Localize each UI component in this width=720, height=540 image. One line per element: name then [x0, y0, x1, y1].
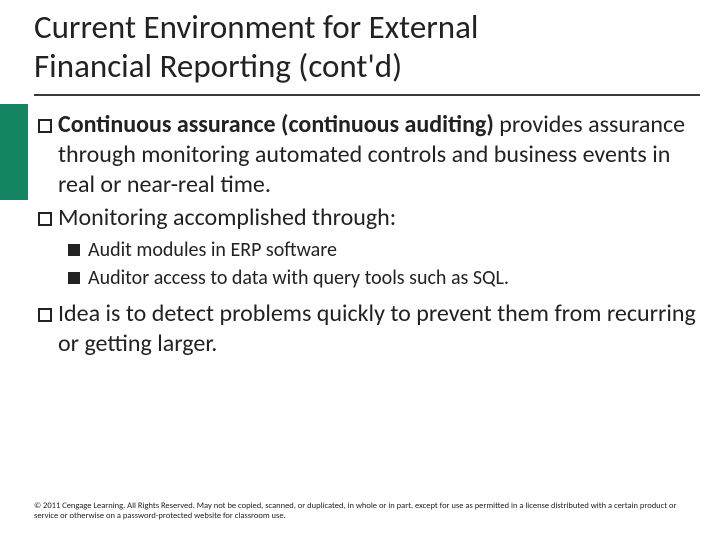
bullet-list: Continuous assurance (continuous auditin…	[38, 110, 700, 359]
slide-title: Current Environment for External Financi…	[34, 8, 700, 92]
bullet-rest: Monitoring accomplished through:	[58, 203, 396, 232]
accent-sidebar	[0, 104, 28, 200]
sub-bullet-item: Audit modules in ERP software	[68, 237, 700, 263]
sub-bullet-text: Audit modules in ERP software	[88, 237, 337, 263]
hollow-square-icon	[38, 212, 52, 226]
bullet-item: Monitoring accomplished through:	[38, 203, 700, 233]
bullet-text: Idea is to detect problems quickly to pr…	[58, 299, 700, 359]
bullet-rest: Idea is to detect problems quickly to pr…	[58, 299, 696, 358]
bullet-item: Idea is to detect problems quickly to pr…	[38, 299, 700, 359]
hollow-square-icon	[38, 119, 52, 133]
bullet-text: Continuous assurance (continuous auditin…	[58, 110, 700, 201]
title-line-2: Financial Reporting (cont'd)	[34, 46, 402, 86]
filled-square-icon	[68, 244, 80, 256]
title-line-1: Current Environment for External	[34, 7, 479, 47]
bullet-item: Continuous assurance (continuous auditin…	[38, 110, 700, 201]
copyright-notice: © 2011 Cengage Learning. All Rights Rese…	[34, 501, 690, 522]
filled-square-icon	[68, 272, 80, 284]
sub-bullet-list: Audit modules in ERP software Auditor ac…	[68, 237, 700, 291]
hollow-square-icon	[38, 308, 52, 322]
title-underline	[34, 94, 700, 96]
bullet-bold: Continuous assurance (continuous auditin…	[58, 110, 494, 139]
sub-bullet-item: Auditor access to data with query tools …	[68, 265, 700, 291]
bullet-text: Monitoring accomplished through:	[58, 203, 396, 233]
sub-bullet-text: Auditor access to data with query tools …	[88, 265, 509, 291]
slide-content: Current Environment for External Financi…	[34, 8, 700, 540]
